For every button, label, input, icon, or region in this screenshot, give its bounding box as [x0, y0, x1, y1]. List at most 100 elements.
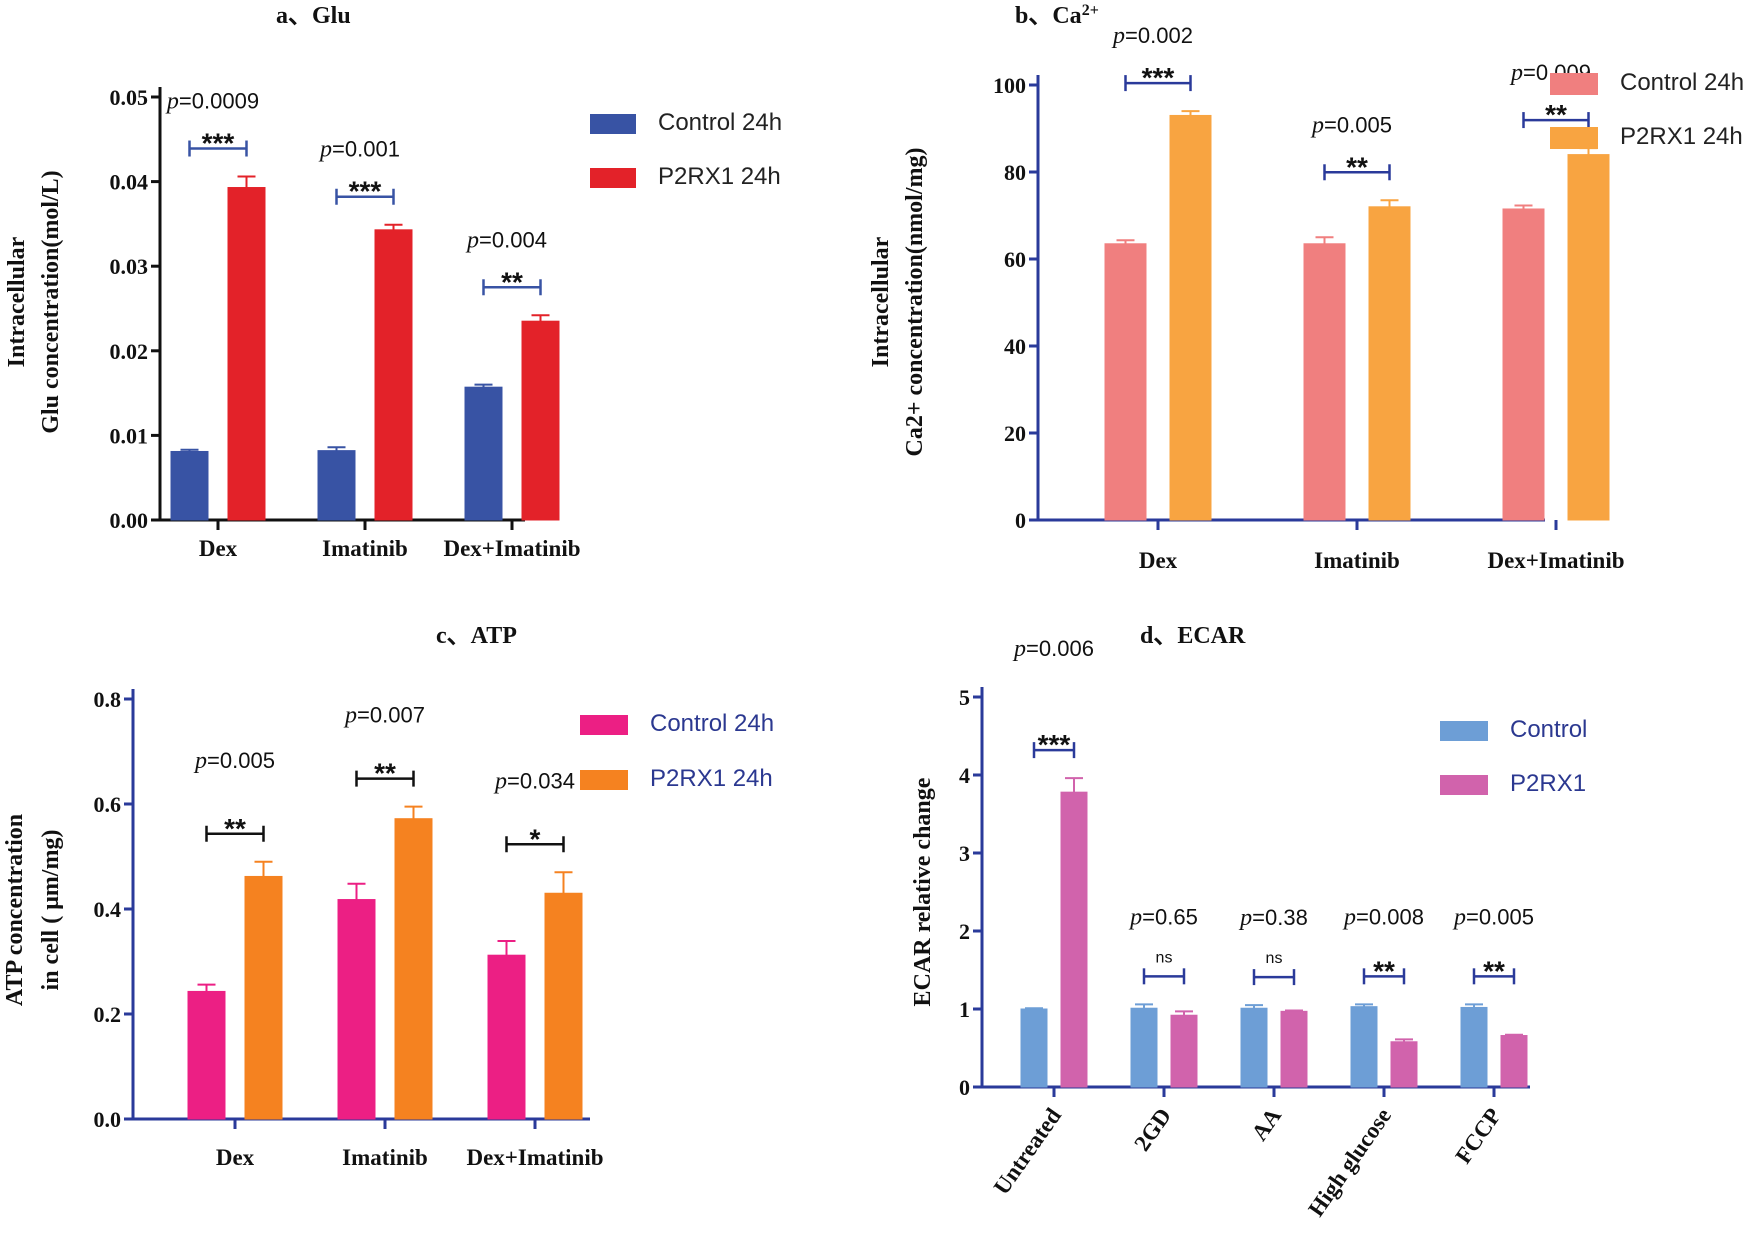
- legend-swatch: [1440, 775, 1488, 795]
- p-value-label: p=0.005: [1452, 904, 1534, 930]
- x-tick-label: Dex: [199, 536, 238, 561]
- p-value: =0.002: [1125, 23, 1193, 48]
- p-value-label: p=0.005: [193, 748, 275, 774]
- chart-title: b、Ca2+: [1015, 2, 1099, 29]
- significance-stars: ns: [1266, 950, 1283, 967]
- x-tick-label: 2GD: [1129, 1104, 1176, 1156]
- p-value-label: p=0.65: [1128, 904, 1198, 930]
- bar: [1567, 154, 1610, 521]
- bar: [337, 899, 376, 1120]
- bar: [521, 320, 560, 521]
- significance-stars: ***: [202, 128, 235, 159]
- x-tick-label: Dex+Imatinib: [466, 1145, 603, 1170]
- legend-swatch: [1440, 721, 1488, 741]
- chart-title: d、ECAR: [1140, 623, 1246, 649]
- p-value: =0.38: [1252, 905, 1308, 930]
- legend-label: Control 24h: [658, 109, 782, 136]
- bar: [170, 450, 209, 521]
- legend-label: Control 24h: [650, 710, 774, 737]
- bar: [1130, 1007, 1158, 1088]
- y-tick-label: 20: [1004, 421, 1026, 446]
- p-value-label: p=0.005: [1310, 112, 1392, 138]
- bar: [1060, 791, 1088, 1088]
- p-value: =0.004: [479, 227, 547, 252]
- significance-stars: ***: [1038, 729, 1071, 760]
- significance-stars: **: [374, 758, 396, 789]
- p-symbol: p: [1452, 904, 1466, 930]
- y-tick-label: 0.03: [110, 254, 149, 279]
- legend-label: Control 24h: [1620, 69, 1744, 96]
- y-tick-label: 1: [959, 997, 970, 1022]
- panel-c-atp: c、ATP ATP concentration in cell ( μm/mg) 0.…: [2, 623, 774, 1170]
- bar: [1303, 243, 1346, 521]
- chart-title-superscript: 2+: [1082, 2, 1099, 19]
- p-value: =0.65: [1142, 904, 1198, 929]
- x-tick-label: Imatinib: [322, 536, 408, 561]
- significance-stars: **: [224, 813, 246, 844]
- x-tick-label: Dex+Imatinib: [1487, 548, 1624, 573]
- panel-a-glu: a、Glu Intracellular Glu concentration(mol/…: [4, 3, 782, 561]
- bar: [244, 875, 283, 1120]
- bar: [1280, 1010, 1308, 1088]
- p-value: =0.005: [1324, 112, 1392, 137]
- p-value: =0.008: [1356, 904, 1424, 929]
- chart-title: a、Glu: [276, 3, 351, 29]
- significance-stars: **: [501, 266, 523, 297]
- y-axis-label: in cell ( μm/mg): [38, 830, 64, 991]
- y-tick-label: 0.02: [110, 339, 149, 364]
- bar: [187, 990, 226, 1120]
- y-axis-label: ATP concentration: [2, 814, 28, 1006]
- y-tick-label: 0.04: [110, 170, 149, 195]
- p-value-label: p=0.38: [1238, 905, 1308, 931]
- bar: [1240, 1007, 1268, 1088]
- p-symbol: p: [1509, 60, 1523, 86]
- bar: [1350, 1006, 1378, 1088]
- p-symbol: p: [165, 89, 179, 115]
- bar: [1169, 114, 1212, 521]
- y-tick-label: 2: [959, 919, 970, 944]
- bar: [227, 187, 266, 521]
- y-tick-label: 40: [1004, 334, 1026, 359]
- bar: [317, 450, 356, 521]
- bar: [394, 818, 433, 1120]
- significance-stars: **: [1346, 151, 1368, 182]
- panel-b-calcium: b、Ca2+ Intracellular Ca2+ concentration(nm…: [868, 2, 1744, 573]
- p-symbol: p: [1128, 904, 1142, 930]
- y-tick-label: 0: [959, 1075, 970, 1100]
- legend-label: P2RX1: [1510, 770, 1586, 797]
- y-tick-label: 0: [1015, 508, 1026, 533]
- y-tick-label: 0.01: [110, 423, 149, 448]
- legend-swatch: [1550, 127, 1598, 149]
- y-tick-label: 60: [1004, 247, 1026, 272]
- p-value: =0.0009: [179, 89, 259, 114]
- legend-label: P2RX1 24h: [1620, 123, 1743, 150]
- x-tick-label: Imatinib: [342, 1145, 428, 1170]
- x-tick-label: Imatinib: [1314, 548, 1400, 573]
- p-value-label: p=0.008: [1342, 904, 1424, 930]
- bar: [1170, 1014, 1198, 1088]
- legend-label: P2RX1 24h: [650, 765, 773, 792]
- legend-label: P2RX1 24h: [658, 163, 781, 190]
- p-value-label: p=0.007: [343, 703, 425, 729]
- legend-swatch: [590, 114, 636, 134]
- y-tick-label: 0.0: [94, 1107, 122, 1132]
- significance-stars: **: [1483, 955, 1505, 986]
- x-tick-label: Untreated: [989, 1103, 1067, 1199]
- y-tick-label: 0.8: [94, 687, 122, 712]
- p-value-label: p=0.034: [493, 768, 575, 794]
- p-value: =0.005: [1466, 904, 1534, 929]
- legend-label: Control: [1510, 716, 1587, 743]
- significance-stars: ***: [349, 176, 382, 207]
- y-axis-label: Ca2+ concentration(nmol/mg): [902, 148, 928, 457]
- y-tick-label: 4: [959, 763, 970, 788]
- x-tick-label: FCCP: [1450, 1104, 1506, 1169]
- p-value-label: p=0.004: [465, 227, 547, 253]
- p-symbol: p: [1310, 112, 1324, 138]
- y-axis-label: Intracellular: [4, 236, 30, 367]
- legend-swatch: [590, 168, 636, 188]
- p-symbol: p: [343, 703, 357, 729]
- y-tick-label: 0.05: [110, 85, 149, 110]
- y-tick-label: 0.4: [94, 897, 122, 922]
- significance-stars: ***: [1142, 62, 1175, 93]
